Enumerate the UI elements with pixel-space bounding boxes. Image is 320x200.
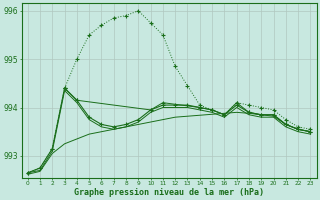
X-axis label: Graphe pression niveau de la mer (hPa): Graphe pression niveau de la mer (hPa): [74, 188, 264, 197]
